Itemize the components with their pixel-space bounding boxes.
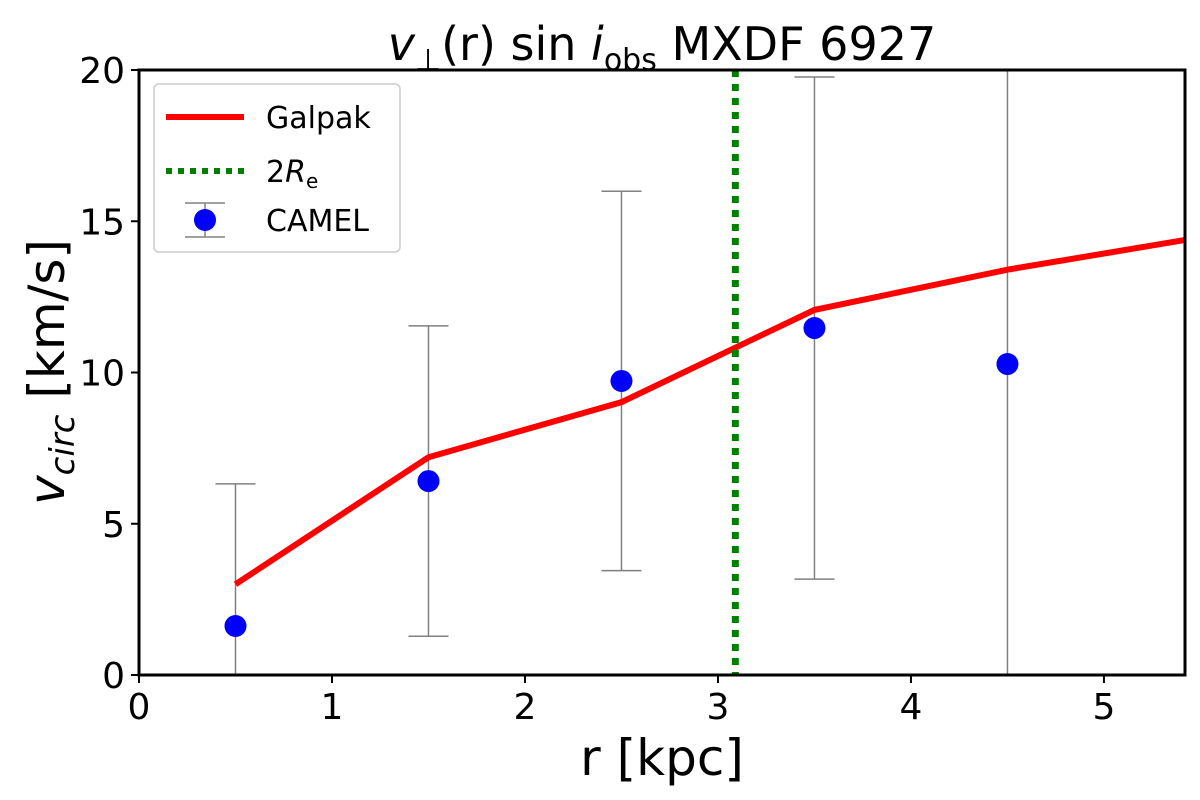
- legend-camel-label: CAMEL: [266, 204, 369, 239]
- legend-camel-marker: [194, 209, 216, 231]
- y-tick-label: 10: [79, 354, 125, 395]
- y-tick-label: 15: [79, 202, 125, 243]
- galpak-line: [233, 237, 1185, 587]
- x-tick-label: 5: [1092, 687, 1115, 728]
- camel-point: [803, 317, 826, 340]
- camel-point: [996, 353, 1019, 376]
- x-tick-label: 4: [900, 687, 923, 728]
- legend: Galpak 2Re CAMEL: [153, 83, 401, 253]
- x-tick-label: 1: [321, 687, 344, 728]
- x-tick-label: 3: [707, 687, 730, 728]
- x-axis-label: r [kpc]: [580, 729, 744, 787]
- chart-title: v⊥(r) sin iobs MXDF 6927: [388, 17, 937, 78]
- y-tick-label: 0: [102, 656, 125, 697]
- y-tick-label: 5: [102, 505, 125, 546]
- camel-point: [224, 614, 247, 637]
- ticks: 0 1 2 3 4 5 0 5 10 15 20: [79, 51, 1115, 728]
- y-axis-label: vcirc [km/s]: [18, 239, 83, 505]
- legend-galpak-label: Galpak: [266, 101, 371, 136]
- x-tick-label: 0: [128, 687, 151, 728]
- camel-point: [610, 369, 633, 392]
- legend-2re-label: 2Re: [266, 155, 318, 193]
- camel-point: [417, 470, 440, 493]
- plot-series: [215, 70, 1185, 675]
- y-tick-label: 20: [79, 51, 125, 92]
- plot-area: [215, 70, 1185, 675]
- legend-frame: [153, 83, 401, 253]
- x-tick-label: 2: [514, 687, 537, 728]
